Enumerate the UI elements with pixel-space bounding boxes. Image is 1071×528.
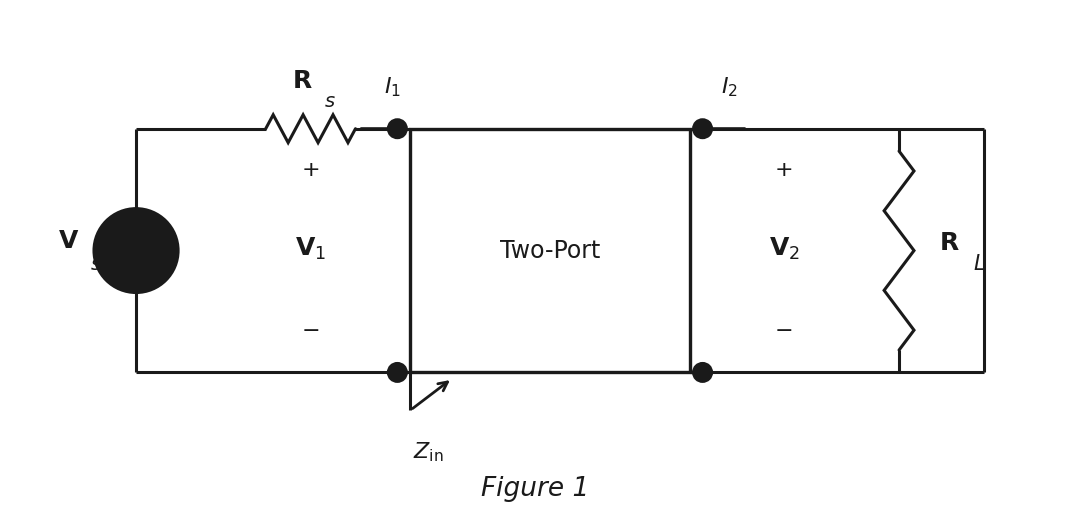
Text: $\mathbf{R}$: $\mathbf{R}$ [938, 231, 960, 254]
Text: $\mathbf{V}_1$: $\mathbf{V}_1$ [295, 235, 327, 262]
Circle shape [694, 120, 711, 138]
Text: −: − [775, 320, 794, 341]
Text: Figure 1: Figure 1 [481, 476, 589, 502]
Text: +: + [129, 230, 144, 248]
Text: +: + [301, 161, 320, 181]
Text: $\mathit{L}$: $\mathit{L}$ [972, 254, 985, 275]
Circle shape [389, 120, 406, 138]
Text: $s$: $s$ [323, 92, 335, 111]
Text: $s$: $s$ [90, 255, 102, 274]
Text: $I_2$: $I_2$ [721, 75, 738, 99]
Text: $\mathbf{R}$: $\mathbf{R}$ [292, 69, 313, 93]
Text: −: − [301, 320, 320, 341]
Text: $\mathbf{V}_2$: $\mathbf{V}_2$ [769, 235, 800, 262]
Text: Two-Port: Two-Port [500, 239, 600, 262]
Text: $Z_{\rm in}$: $Z_{\rm in}$ [413, 440, 443, 464]
Text: −: − [127, 255, 145, 274]
Text: $\mathbf{V}$: $\mathbf{V}$ [58, 229, 79, 252]
Text: +: + [775, 161, 794, 181]
Circle shape [94, 209, 178, 293]
Circle shape [389, 363, 406, 381]
Circle shape [694, 363, 711, 381]
Bar [410, 129, 690, 372]
Text: $I_1$: $I_1$ [383, 75, 401, 99]
